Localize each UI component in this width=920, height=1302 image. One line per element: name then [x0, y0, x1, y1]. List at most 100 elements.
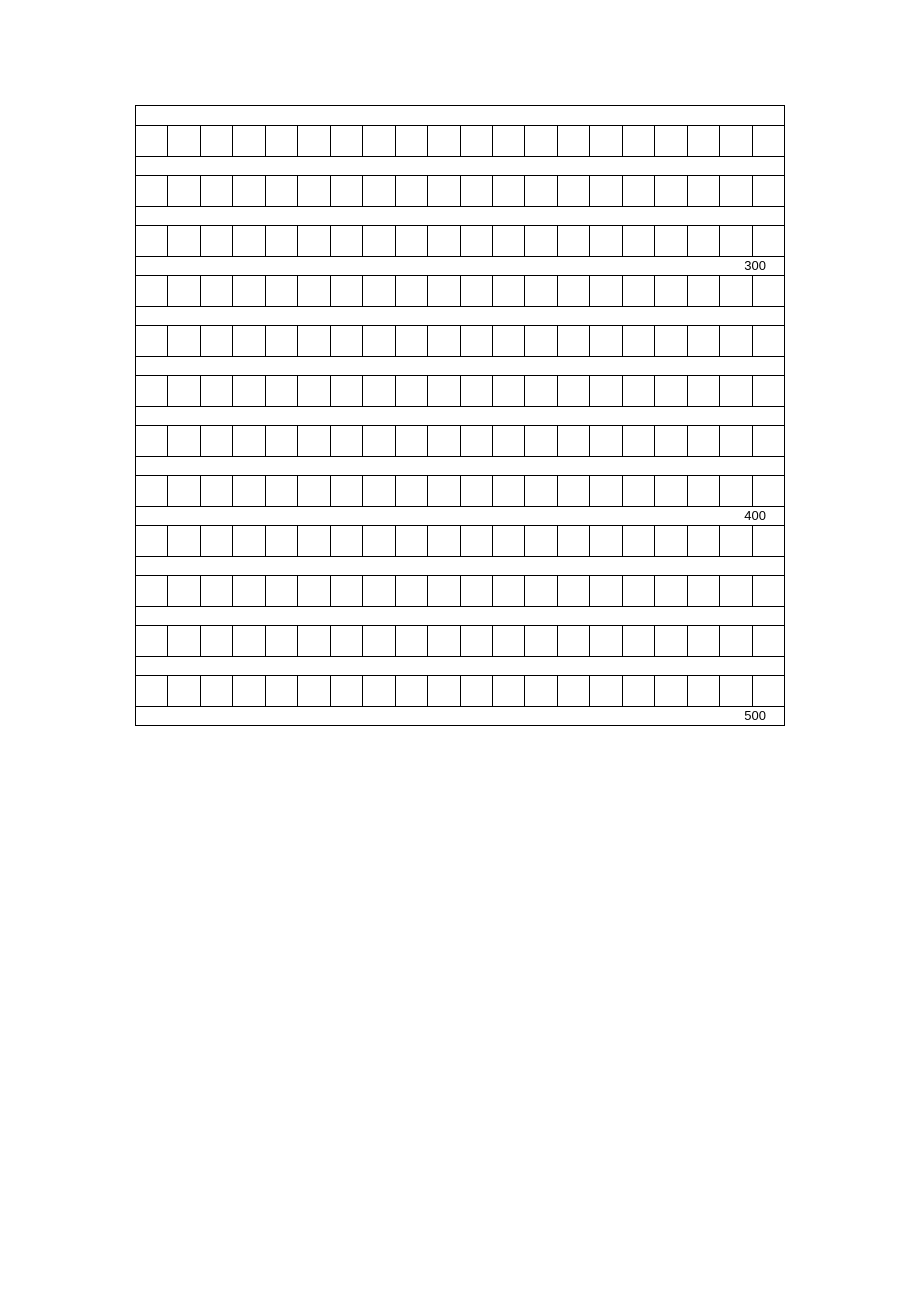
spacer-row-group [136, 657, 784, 676]
grid-cell [331, 276, 363, 306]
grid-cell [720, 326, 752, 356]
grid-cell [493, 126, 525, 156]
grid-cell [623, 226, 655, 256]
grid-cell [688, 176, 720, 206]
grid-cell [623, 126, 655, 156]
grid-cell [655, 526, 687, 556]
grid-cell [363, 126, 395, 156]
grid-row [136, 676, 784, 707]
grid-cell [493, 226, 525, 256]
grid-cell [233, 126, 265, 156]
cell-row [136, 176, 784, 206]
grid-cell [266, 626, 298, 656]
grid-cell [558, 276, 590, 306]
grid-cell [168, 226, 200, 256]
grid-cell [168, 426, 200, 456]
grid-cell [655, 626, 687, 656]
spacer-row-group [136, 157, 784, 176]
grid-row [136, 626, 784, 657]
grid-cell [266, 126, 298, 156]
spacer-row-group [136, 357, 784, 376]
grid-row [136, 326, 784, 357]
spacer-row-group: 300 [136, 257, 784, 276]
grid-cell [201, 176, 233, 206]
grid-cell [396, 176, 428, 206]
grid-cell [525, 476, 557, 506]
grid-cell [558, 126, 590, 156]
grid-cell [623, 526, 655, 556]
grid-cell [331, 226, 363, 256]
grid-row [136, 276, 784, 307]
spacer-row-group [136, 557, 784, 576]
grid-cell [428, 626, 460, 656]
grid-cell [655, 326, 687, 356]
spacer-row [136, 207, 784, 225]
grid-cell [396, 626, 428, 656]
grid-cell [655, 576, 687, 606]
grid-cell [396, 576, 428, 606]
grid-cell [493, 176, 525, 206]
grid-cell [525, 426, 557, 456]
grid-cell [363, 326, 395, 356]
grid-cell [201, 476, 233, 506]
grid-cell [558, 476, 590, 506]
grid-cell [233, 376, 265, 406]
grid-cell [493, 676, 525, 706]
spacer-row [136, 657, 784, 675]
grid-cell [168, 126, 200, 156]
grid-cell [623, 276, 655, 306]
grid-cell [590, 126, 622, 156]
grid-cell [396, 226, 428, 256]
grid-cell [525, 526, 557, 556]
header-spacer [136, 106, 784, 126]
grid-cell [331, 576, 363, 606]
grid-cell [168, 376, 200, 406]
cell-row [136, 326, 784, 356]
grid-cell [493, 626, 525, 656]
grid-cell [201, 626, 233, 656]
grid-cell [298, 226, 330, 256]
grid-cell [655, 376, 687, 406]
grid-row [136, 476, 784, 507]
grid-cell [428, 126, 460, 156]
grid-cell [720, 226, 752, 256]
grid-cell [396, 476, 428, 506]
grid-cell [331, 526, 363, 556]
grid-cell [168, 626, 200, 656]
count-label-row: 500 [136, 707, 784, 725]
grid-cell [590, 376, 622, 406]
grid-cell [136, 176, 168, 206]
grid-cell [136, 426, 168, 456]
grid-row [136, 376, 784, 407]
grid-cell [688, 426, 720, 456]
grid-cell [558, 576, 590, 606]
grid-cell [720, 626, 752, 656]
grid-cell [655, 176, 687, 206]
spacer-row-group: 400 [136, 507, 784, 526]
grid-cell [428, 526, 460, 556]
grid-cell [655, 676, 687, 706]
grid-cell [525, 626, 557, 656]
grid-cell [331, 326, 363, 356]
cell-row [136, 576, 784, 606]
grid-row [136, 526, 784, 557]
grid-cell [461, 276, 493, 306]
grid-cell [201, 276, 233, 306]
grid-cell [396, 526, 428, 556]
grid-cell [623, 626, 655, 656]
spacer-row-group [136, 457, 784, 476]
grid-cell [168, 326, 200, 356]
cell-row [136, 476, 784, 506]
grid-cell [363, 626, 395, 656]
grid-cell [493, 376, 525, 406]
grid-cell [623, 676, 655, 706]
grid-cell [753, 376, 784, 406]
count-label-row: 300 [136, 257, 784, 275]
grid-cell [688, 226, 720, 256]
grid-cell [201, 576, 233, 606]
grid-cell [363, 576, 395, 606]
grid-cell [461, 526, 493, 556]
grid-cell [266, 226, 298, 256]
grid-cell [753, 576, 784, 606]
grid-cell [590, 476, 622, 506]
